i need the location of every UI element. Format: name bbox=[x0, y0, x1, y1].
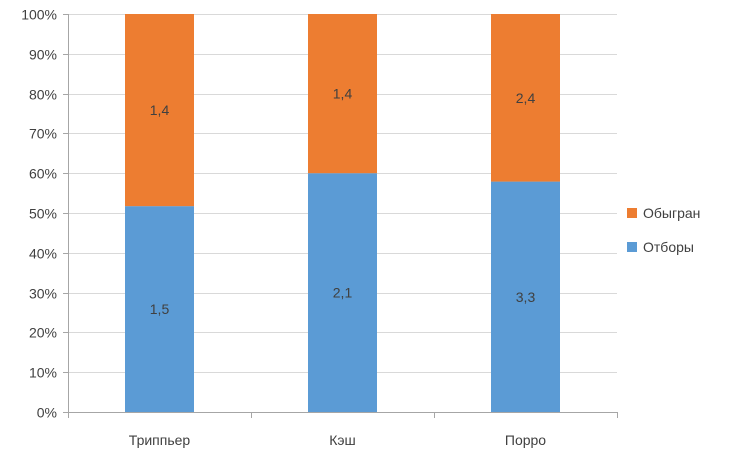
x-tick-labels: Триппьер Кэш Порро bbox=[129, 432, 547, 448]
y-tick-label: 60% bbox=[29, 166, 57, 182]
data-label: 3,3 bbox=[516, 289, 536, 305]
data-label: 1,4 bbox=[333, 86, 353, 102]
x-tick-label: Кэш bbox=[329, 432, 356, 448]
bars bbox=[125, 14, 560, 412]
y-tick-label: 30% bbox=[29, 286, 57, 302]
y-tick-label: 90% bbox=[29, 47, 57, 63]
legend-swatch bbox=[627, 208, 637, 218]
y-tick-labels: 0% 10% 20% 30% 40% 50% 60% 70% 80% 90% 100% bbox=[21, 7, 57, 421]
axes bbox=[63, 14, 618, 418]
data-label: 1,5 bbox=[150, 301, 170, 317]
bar-segment-otbory bbox=[491, 181, 560, 412]
legend-label: Обыгран bbox=[643, 205, 700, 221]
bar-segment-obygran bbox=[491, 14, 560, 182]
data-label: 1,4 bbox=[150, 102, 170, 118]
bar-segment-otbory bbox=[125, 206, 194, 412]
legend-swatch bbox=[627, 242, 637, 252]
y-tick-label: 40% bbox=[29, 246, 57, 262]
y-tick-label: 10% bbox=[29, 365, 57, 381]
bar-segment-obygran bbox=[308, 14, 377, 174]
data-label: 2,1 bbox=[333, 285, 353, 301]
legend-label: Отборы bbox=[643, 239, 694, 255]
bar-segment-obygran bbox=[125, 14, 194, 207]
x-tick-label: Триппьер bbox=[129, 432, 191, 448]
x-tick-label: Порро bbox=[505, 432, 546, 448]
bar-segment-otbory bbox=[308, 173, 377, 412]
y-tick-label: 100% bbox=[21, 7, 57, 23]
data-label: 2,4 bbox=[516, 90, 536, 106]
y-tick-label: 70% bbox=[29, 126, 57, 142]
y-tick-label: 80% bbox=[29, 87, 57, 103]
y-tick-label: 50% bbox=[29, 206, 57, 222]
legend: Обыгран Отборы bbox=[627, 205, 700, 255]
data-labels: 1,5 1,4 2,1 1,4 3,3 2,4 bbox=[150, 86, 536, 317]
y-tick-label: 0% bbox=[37, 405, 57, 421]
y-tick-label: 20% bbox=[29, 325, 57, 341]
